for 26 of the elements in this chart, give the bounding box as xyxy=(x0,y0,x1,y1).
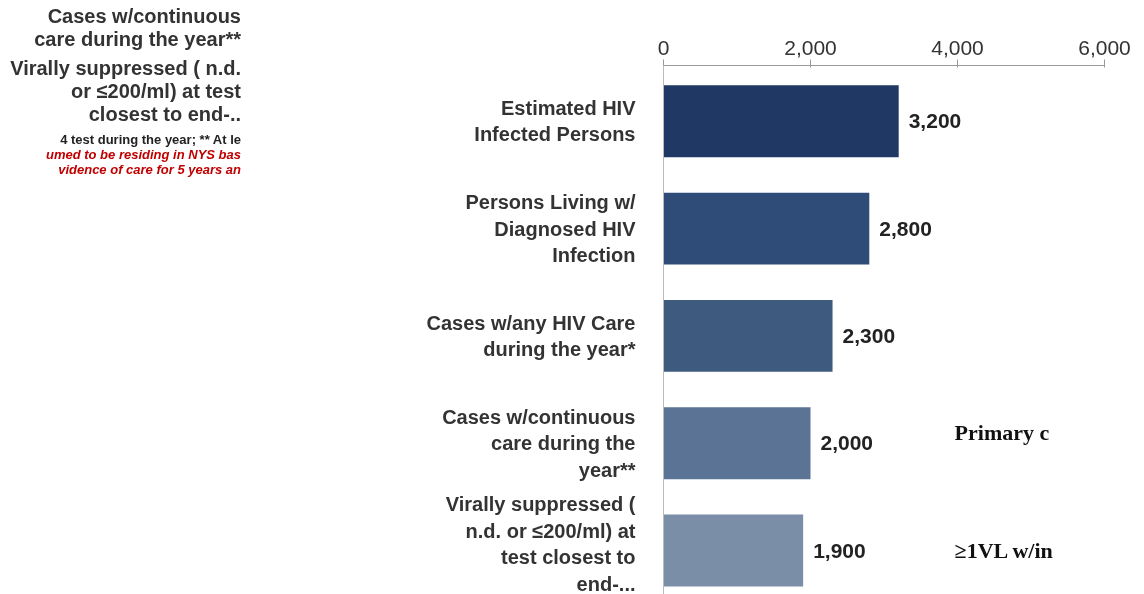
annotation: ≥1VL w/in xyxy=(954,538,1053,564)
annotation: Primary c xyxy=(954,419,1050,445)
data-label: 2,000 xyxy=(820,431,874,455)
y-tick-label: Cases w/any HIV Care during the year* xyxy=(426,311,636,361)
bar xyxy=(663,85,899,158)
y-tick-label: Persons Living w/ Diagnosed HIV Infection xyxy=(465,191,637,266)
text: 4 test during the year; ** At le xyxy=(59,132,241,147)
text: Virally suppressed ( n.d. or ≤200/ml) at test closest to end-.. xyxy=(9,57,241,126)
data-label: 3,200 xyxy=(908,109,962,133)
y-tick-label: Estimated HIV Infected Persons xyxy=(474,97,637,146)
bar xyxy=(663,407,811,480)
x-tick-label: 4,000 xyxy=(931,35,984,59)
y-tick-label: Virally suppressed ( n.d. or ≤200/ml) at test closest to end-... xyxy=(445,493,636,594)
text: vidence of care for 5 years an xyxy=(57,162,241,177)
data-label: 2,300 xyxy=(842,323,896,347)
text: umed to be residing in NYS bas xyxy=(44,147,241,162)
bar xyxy=(663,299,833,372)
data-label: 1,900 xyxy=(813,538,866,562)
x-tick-label: 0 xyxy=(657,35,670,59)
data-label: 2,800 xyxy=(879,216,932,240)
x-tick-label: 6,000 xyxy=(1078,35,1131,59)
y-tick-label: Cases w/continuous care during the year** xyxy=(442,405,636,481)
text: Cases w/continuous care during the year** xyxy=(33,5,241,51)
bar xyxy=(663,192,870,265)
bar xyxy=(663,514,804,587)
x-tick-label: 2,000 xyxy=(784,35,837,59)
